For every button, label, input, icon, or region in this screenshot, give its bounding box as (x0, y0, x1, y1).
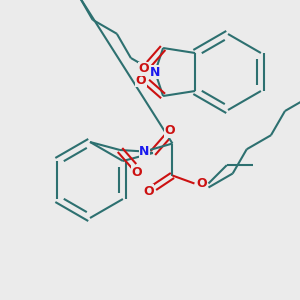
Text: O: O (132, 166, 142, 178)
Text: O: O (143, 185, 154, 198)
Text: O: O (136, 74, 146, 86)
Text: O: O (196, 177, 207, 190)
Text: O: O (165, 124, 175, 137)
Text: O: O (139, 62, 149, 76)
Text: N: N (150, 65, 160, 79)
Text: N: N (139, 145, 150, 158)
